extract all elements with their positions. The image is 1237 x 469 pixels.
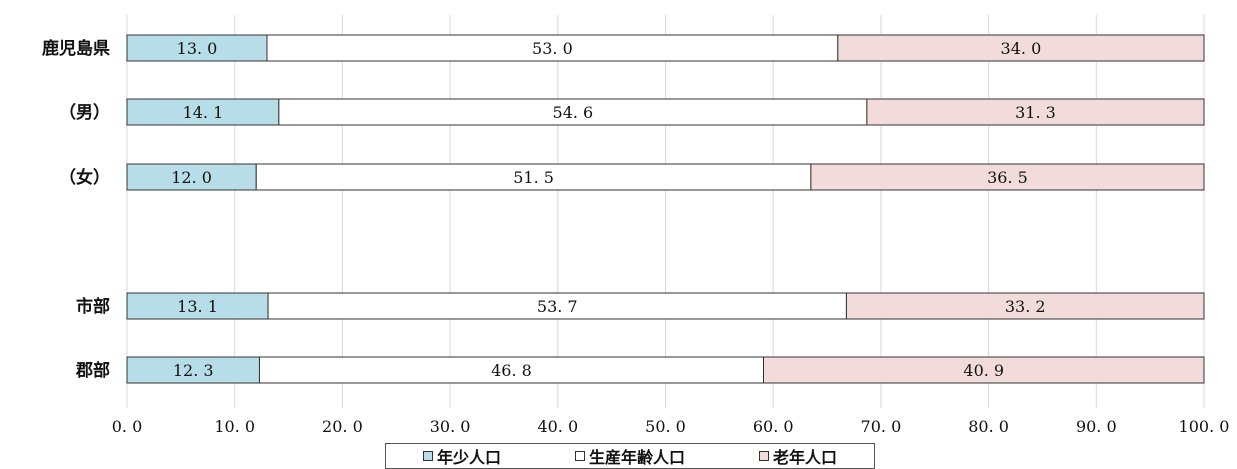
x-tick-label: 70. 0 (861, 417, 902, 436)
bar-segment (763, 356, 1205, 384)
legend-item-elderly: 老年人口 (758, 444, 837, 468)
x-tick-labels: 0. 0 10. 0 20. 0 30. 0 40. 0 50. 0 60. 0 70. 0 8… (112, 417, 1230, 436)
category-label: 市部 (76, 296, 110, 317)
legend: 年少人口 生産年齢人口 老年人口 (385, 443, 875, 469)
legend-swatch-young (422, 451, 433, 461)
data-label: 12. 0 (171, 168, 212, 187)
legend-label-young: 年少人口 (436, 448, 501, 467)
bar-segment (845, 292, 1205, 320)
bar-segment (810, 163, 1205, 191)
bars: 13. 0 53. 0 34. 0 14. 1 54. 6 31. 3 12. 0 51. 5… (126, 34, 1205, 384)
gridlines (126, 15, 1205, 408)
data-label: 46. 8 (491, 361, 532, 380)
x-tick-label: 80. 0 (968, 417, 1009, 436)
x-tick-label: 50. 0 (645, 417, 686, 436)
x-tick-label: 30. 0 (430, 417, 471, 436)
bar-segment (126, 292, 269, 320)
data-label: 33. 2 (1005, 297, 1046, 316)
data-label: 54. 6 (553, 103, 594, 122)
legend-label-elderly: 老年人口 (772, 448, 837, 467)
category-label: （女） (59, 167, 110, 188)
bar-segment (278, 98, 868, 126)
data-label: 53. 7 (537, 297, 578, 316)
data-label: 14. 1 (183, 103, 224, 122)
legend-item-working: 生産年齢人口 (574, 444, 685, 468)
data-label: 34. 0 (1001, 39, 1042, 58)
x-tick-label: 60. 0 (753, 417, 794, 436)
data-label: 40. 9 (963, 361, 1004, 380)
bar-segment (258, 356, 765, 384)
x-tick-label: 10. 0 (214, 417, 255, 436)
data-label: 51. 5 (513, 168, 554, 187)
legend-label-working: 生産年齢人口 (588, 448, 685, 467)
bar-segment (266, 34, 839, 62)
x-tick-label: 20. 0 (322, 417, 363, 436)
data-label: 31. 3 (1015, 103, 1056, 122)
bar-segment (255, 163, 812, 191)
x-tick-label: 100. 0 (1179, 417, 1230, 436)
legend-swatch-elderly (758, 451, 769, 461)
data-label: 13. 0 (177, 39, 218, 58)
category-label: （男） (59, 102, 110, 123)
category-label: 鹿児島県 (42, 38, 110, 59)
stacked-bar-chart: 13. 0 53. 0 34. 0 14. 1 54. 6 31. 3 12. 0 51. 5… (42, 15, 1230, 436)
x-tick-label: 40. 0 (537, 417, 578, 436)
x-tick-label: 90. 0 (1076, 417, 1117, 436)
data-label: 12. 3 (173, 361, 214, 380)
bar-segment (126, 34, 268, 62)
legend-swatch-working (574, 451, 585, 461)
data-label: 36. 5 (987, 168, 1028, 187)
bar-segment (866, 98, 1205, 126)
data-label: 53. 0 (532, 39, 573, 58)
data-label: 13. 1 (177, 297, 218, 316)
legend-item-young: 年少人口 (422, 444, 501, 468)
category-label: 郡部 (75, 360, 110, 381)
bar-segment (126, 356, 260, 384)
bar-segment (837, 34, 1205, 62)
x-tick-label: 0. 0 (112, 417, 143, 436)
